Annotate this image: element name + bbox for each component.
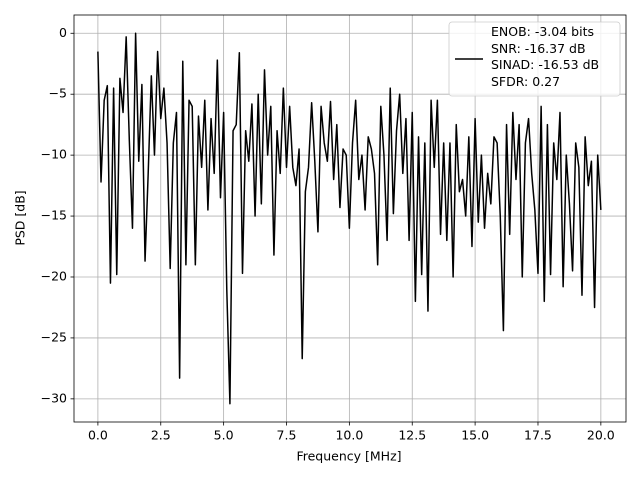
x-tick-label: 10.0 bbox=[335, 428, 363, 443]
y-tick-label: −30 bbox=[41, 390, 67, 405]
y-tick-label: −20 bbox=[41, 268, 67, 283]
x-tick-label: 15.0 bbox=[461, 428, 489, 443]
x-tick-label: 12.5 bbox=[398, 428, 426, 443]
x-axis-label: Frequency [MHz] bbox=[296, 449, 401, 464]
y-tick-label: −15 bbox=[41, 208, 67, 223]
y-tick-label: −25 bbox=[41, 329, 67, 344]
x-tick-label: 2.5 bbox=[151, 428, 171, 443]
line-series bbox=[97, 32, 602, 405]
y-axis-label: PSD [dB] bbox=[13, 190, 28, 245]
x-tick-label: 0.0 bbox=[88, 428, 108, 443]
y-tick-label: −5 bbox=[49, 86, 67, 101]
legend-box bbox=[448, 21, 621, 97]
x-tick-label: 5.0 bbox=[214, 428, 234, 443]
x-tick-label: 17.5 bbox=[524, 428, 552, 443]
plot-frame bbox=[73, 14, 627, 423]
y-tick-label: 0 bbox=[59, 25, 67, 40]
y-tick-label: −10 bbox=[41, 147, 67, 162]
x-tick-label: 7.5 bbox=[277, 428, 297, 443]
legend-label: ENOB: -3.04 bits SNR: -16.37 dB SINAD: -… bbox=[491, 24, 600, 90]
x-tick-label: 20.0 bbox=[587, 428, 615, 443]
